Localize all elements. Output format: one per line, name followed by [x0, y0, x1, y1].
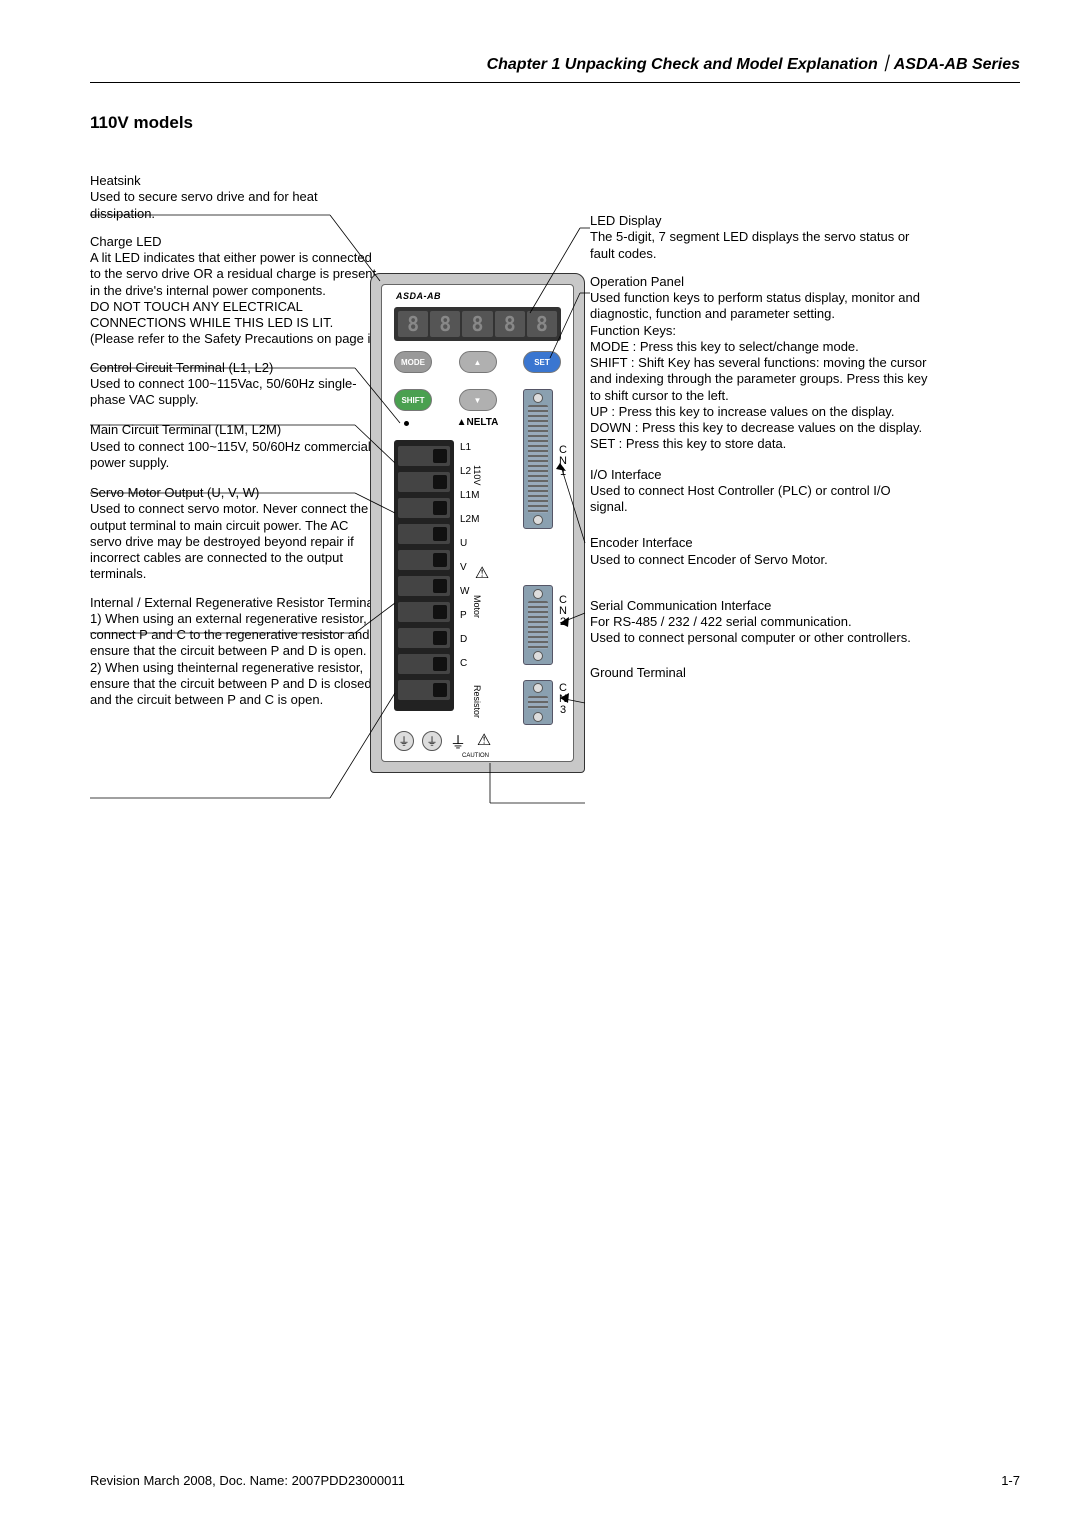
l1ml2m-title: Main Circuit Terminal (L1M, L2M): [90, 422, 281, 437]
encoder-title: Encoder Interface: [590, 535, 693, 550]
callout-led-display: LED Display The 5-digit, 7 segment LED d…: [590, 213, 930, 262]
serial-body: For RS-485 / 232 / 422 serial communicat…: [590, 614, 911, 645]
l1l2-body: Used to connect 100~115Vac, 50/60Hz sing…: [90, 376, 357, 407]
panel-fk: Function Keys:: [590, 323, 676, 338]
panel-set: SET : Press this key to store data.: [590, 436, 786, 451]
charge-led-title: Charge LED: [90, 234, 162, 249]
chapter-header: Chapter 1 Unpacking Check and Model Expl…: [90, 50, 1020, 83]
io-body: Used to connect Host Controller (PLC) or…: [590, 483, 891, 514]
panel-mode: MODE : Press this key to select/change m…: [590, 339, 859, 354]
regen-body2: 2) When using theinternal regenerative r…: [90, 660, 372, 708]
mode-button: MODE: [394, 351, 432, 373]
brand-label: ASDA-AB: [396, 291, 441, 301]
ground-title: Ground Terminal: [590, 665, 686, 680]
panel-shift: SHIFT : Shift Key has several functions:…: [590, 355, 927, 403]
label-110v: 110V: [472, 465, 482, 485]
panel-title: Operation Panel: [590, 274, 684, 289]
callout-encoder: Encoder Interface Used to connect Encode…: [590, 535, 930, 568]
cn2-connector: [523, 585, 553, 665]
regen-title: Internal / External Regenerative Resisto…: [90, 595, 377, 610]
callout-l1l2: Control Circuit Terminal (L1, L2) Used t…: [90, 360, 380, 409]
callout-ground: Ground Terminal: [590, 665, 930, 681]
cn1-connector: [523, 389, 553, 529]
ground-icon: ⏚: [394, 731, 414, 751]
panel-up: UP : Press this key to increase values o…: [590, 404, 894, 419]
footer-page-number: 1-7: [1001, 1473, 1020, 1488]
callout-charge-led: Charge LED A lit LED indicates that eith…: [90, 234, 380, 348]
panel-down: DOWN : Press this key to decrease values…: [590, 420, 922, 435]
callout-operation-panel: Operation Panel Used function keys to pe…: [590, 274, 930, 453]
ground-terminals: ⏚ ⏚ ⏚ ⚠: [394, 729, 494, 753]
diagram-area: Heatsink Used to secure servo drive and …: [90, 173, 1020, 873]
servo-drive-diagram: ASDA-AB MODE ▲ SET SHIFT ▼ ▲NELTA: [370, 273, 585, 773]
led-title: LED Display: [590, 213, 662, 228]
footer-revision: Revision March 2008, Doc. Name: 2007PDD2…: [90, 1473, 405, 1488]
shift-button: SHIFT: [394, 389, 432, 411]
serial-title: Serial Communication Interface: [590, 598, 771, 613]
callout-heatsink: Heatsink Used to secure servo drive and …: [90, 173, 380, 222]
l1l2-title: Control Circuit Terminal (L1, L2): [90, 360, 273, 375]
cn2-label: C N 2: [557, 595, 569, 628]
up-button: ▲: [459, 351, 497, 373]
ground-icon: ⏚: [422, 731, 442, 751]
callout-l1ml2m: Main Circuit Terminal (L1M, L2M) Used to…: [90, 422, 380, 471]
led-body: The 5-digit, 7 segment LED displays the …: [590, 229, 909, 260]
callout-serial: Serial Communication Interface For RS-48…: [590, 598, 930, 647]
down-button: ▼: [459, 389, 497, 411]
uvw-body: Used to connect servo motor. Never conne…: [90, 501, 368, 581]
heatsink-title: Heatsink: [90, 173, 141, 188]
callout-io-interface: I/O Interface Used to connect Host Contr…: [590, 467, 930, 516]
warning-icon: ⚠: [472, 565, 492, 583]
cn1-label: C N 1: [557, 445, 569, 478]
heatsink-body: Used to secure servo drive and for heat …: [90, 189, 318, 220]
regen-body1: 1) When using an external regenerative r…: [90, 611, 369, 659]
label-motor: Motor: [472, 595, 482, 618]
cn3-label: C N 3: [557, 683, 569, 716]
label-resistor: Resistor: [472, 685, 482, 718]
caution-icon: ⚠: [474, 732, 494, 750]
panel-body: Used function keys to perform status dis…: [590, 290, 920, 321]
section-title: 110V models: [90, 113, 1020, 133]
terminal-block: [394, 440, 454, 711]
charge-led-body: A lit LED indicates that either power is…: [90, 250, 378, 346]
set-button: SET: [523, 351, 561, 373]
l1ml2m-body: Used to connect 100~115V, 50/60Hz commer…: [90, 439, 371, 470]
io-title: I/O Interface: [590, 467, 662, 482]
caution-label: CAUTION: [462, 753, 489, 759]
ground-icon: ⏚: [450, 729, 466, 753]
callout-regen: Internal / External Regenerative Resisto…: [90, 595, 380, 709]
callout-uvw: Servo Motor Output (U, V, W) Used to con…: [90, 485, 380, 583]
encoder-body: Used to connect Encoder of Servo Motor.: [590, 552, 828, 567]
uvw-title: Servo Motor Output (U, V, W): [90, 485, 259, 500]
cn3-connector: [523, 680, 553, 725]
led-display: [394, 307, 561, 341]
